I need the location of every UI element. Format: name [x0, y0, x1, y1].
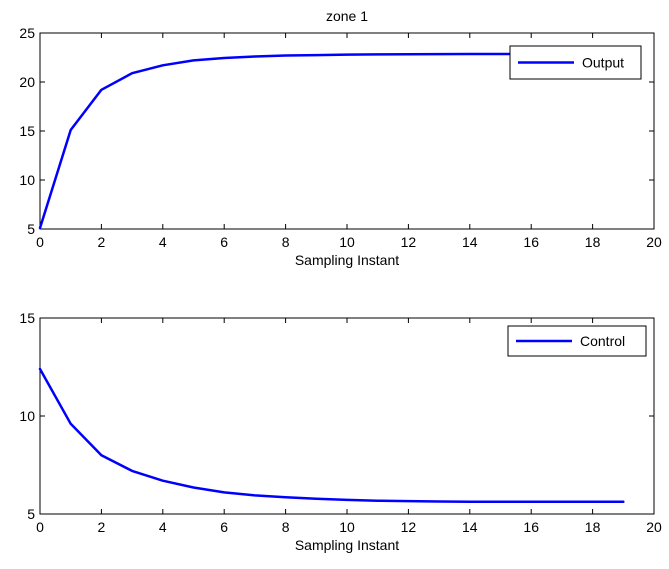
x-tick-label: 6 — [220, 234, 228, 250]
x-axis-label: Sampling Instant — [295, 537, 399, 553]
x-tick-label: 18 — [585, 234, 601, 250]
x-tick-label: 20 — [646, 234, 662, 250]
x-tick-label: 0 — [36, 234, 44, 250]
x-tick-label: 4 — [159, 234, 167, 250]
x-tick-label: 16 — [523, 519, 539, 535]
y-tick-label: 20 — [19, 74, 35, 90]
x-tick-label: 12 — [401, 519, 417, 535]
series-line-control — [38, 367, 625, 504]
x-tick-label: 8 — [282, 519, 290, 535]
output-subplot: 0 2 4 6 8 10 12 14 16 18 20 5 10 15 20 25 Sampling Insta… — [19, 8, 662, 268]
x-tick-label: 8 — [282, 234, 290, 250]
chart-title: zone 1 — [326, 8, 368, 24]
x-tick-label: 4 — [159, 519, 167, 535]
y-tick-label: 10 — [19, 172, 35, 188]
legend: Control — [507, 325, 647, 357]
y-tick-label: 10 — [19, 408, 35, 424]
x-tick-label: 2 — [98, 234, 106, 250]
legend: Output — [509, 45, 642, 80]
x-tick-label: 10 — [339, 234, 355, 250]
control-subplot: 0 2 4 6 8 10 12 14 16 18 20 5 10 15 Sampling Instant Co… — [19, 310, 662, 553]
y-tick-label: 15 — [19, 310, 35, 326]
y-tick-label: 25 — [19, 25, 35, 41]
x-tick-label: 20 — [646, 519, 662, 535]
y-tick-label: 5 — [27, 221, 35, 237]
x-tick-label: 18 — [585, 519, 601, 535]
legend-entry-control: Control — [580, 333, 625, 349]
x-tick-label: 0 — [36, 519, 44, 535]
y-tick-label: 5 — [27, 506, 35, 522]
y-tick-label: 15 — [19, 123, 35, 139]
x-tick-label: 2 — [98, 519, 106, 535]
x-tick-label: 14 — [462, 519, 478, 535]
x-tick-label: 16 — [523, 234, 539, 250]
x-axis-label: Sampling Instant — [295, 252, 399, 268]
x-tick-label: 14 — [462, 234, 478, 250]
x-tick-label: 12 — [401, 234, 417, 250]
legend-entry-output: Output — [582, 55, 624, 71]
x-tick-label: 6 — [220, 519, 228, 535]
x-tick-label: 10 — [339, 519, 355, 535]
